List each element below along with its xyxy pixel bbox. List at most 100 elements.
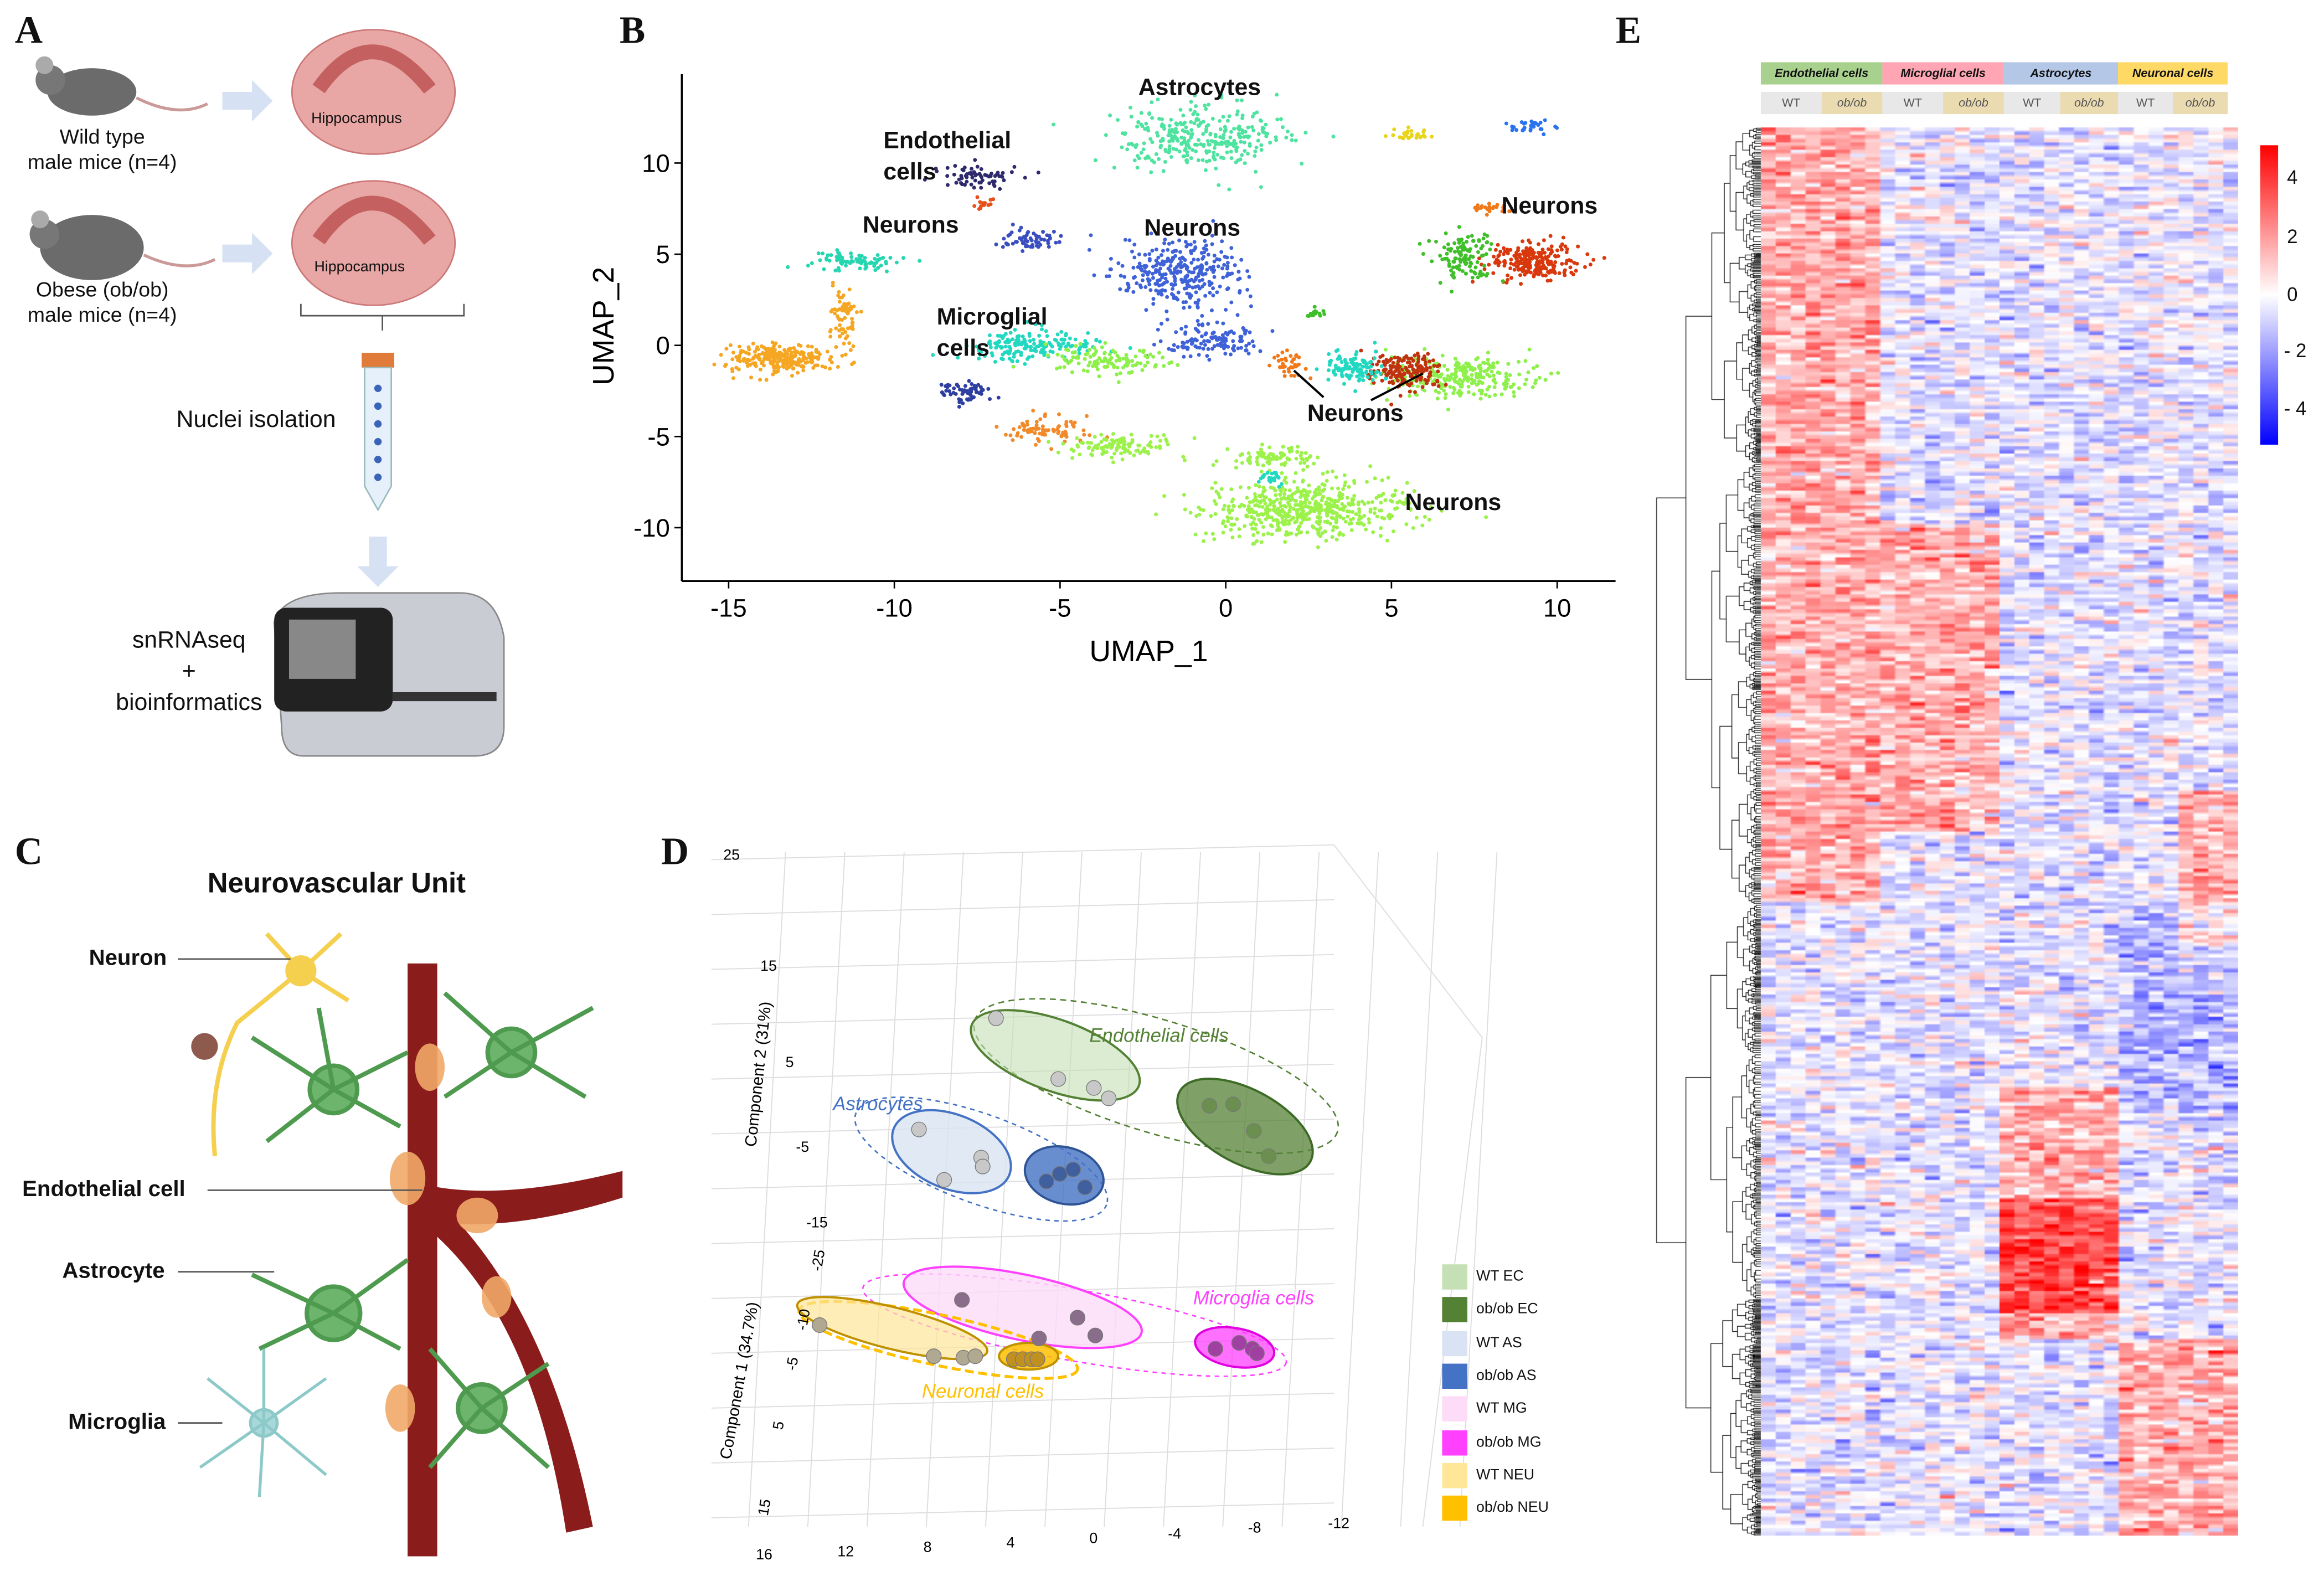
umap-point (1157, 157, 1161, 161)
umap-point (863, 256, 867, 260)
umap-point (1519, 260, 1523, 265)
umap-point (1334, 511, 1339, 516)
umap-point (818, 352, 822, 357)
umap-point (834, 326, 838, 331)
umap-point (1364, 527, 1368, 532)
umap-point (785, 367, 789, 371)
umap-point (1434, 389, 1438, 393)
umap-point (1375, 514, 1379, 519)
colorbar-tick: - 2 (2284, 339, 2307, 362)
umap-point (1549, 244, 1554, 249)
umap-point (1347, 509, 1352, 514)
annotation-neurons: Neurons (1144, 216, 1241, 242)
umap-cluster-12 (1211, 442, 1320, 475)
umap-point (1502, 246, 1506, 250)
umap-point (1107, 352, 1112, 357)
umap-point (1267, 445, 1272, 450)
umap-point (1124, 353, 1128, 357)
umap-point (1347, 522, 1352, 526)
umap-point (1101, 359, 1106, 364)
umap-point (1304, 504, 1308, 508)
umap-point (1408, 383, 1412, 388)
umap-point (1575, 261, 1579, 266)
umap-point (1205, 339, 1210, 343)
umap-point (1223, 352, 1228, 356)
umap-point (1055, 352, 1060, 357)
umap-point (1127, 238, 1132, 243)
panel-c-letter: C (14, 830, 43, 873)
umap-point (1220, 333, 1225, 337)
umap-point (1359, 348, 1363, 353)
umap-point (1193, 277, 1198, 282)
annotation-neurons: Neurons (1307, 401, 1404, 427)
umap-point (1382, 516, 1387, 521)
umap-point (961, 401, 965, 405)
umap-point (1518, 273, 1522, 277)
umap-point (1033, 431, 1037, 435)
umap-point (1250, 125, 1254, 129)
plus-label: + (182, 660, 196, 685)
umap-point (840, 331, 844, 336)
umap-point (791, 367, 795, 371)
umap-point (1179, 265, 1183, 270)
umap-point (1192, 121, 1197, 126)
umap-point (1185, 153, 1189, 157)
umap-point (1111, 348, 1115, 353)
arrow-down-icon (357, 536, 399, 587)
umap-point (1185, 339, 1189, 344)
umap-point (1154, 268, 1158, 272)
umap-point (744, 351, 748, 355)
umap-point (1303, 497, 1308, 502)
umap-point (1274, 493, 1278, 497)
umap-point (1112, 451, 1117, 456)
umap-point (839, 327, 843, 331)
umap-point (1243, 130, 1248, 134)
umap-point (1070, 456, 1075, 460)
umap-point (1167, 147, 1172, 152)
umap-point (838, 317, 842, 322)
umap-point (1253, 150, 1258, 154)
umap-point (1150, 140, 1155, 145)
umap-point (1220, 266, 1224, 271)
umap-point (1261, 533, 1266, 537)
umap-point (1230, 508, 1234, 513)
umap-point (1088, 433, 1092, 437)
umap-point (1227, 511, 1231, 515)
pca-sample-point (967, 1348, 983, 1364)
umap-point (1019, 236, 1024, 240)
umap-point (1183, 240, 1188, 244)
umap-point (1023, 362, 1027, 366)
umap-point (1023, 239, 1028, 243)
umap-point (979, 392, 983, 396)
umap-point (1133, 354, 1138, 359)
umap-point (1371, 530, 1375, 534)
umap-point (1197, 353, 1201, 357)
umap-point (772, 364, 776, 368)
umap-point (816, 251, 821, 255)
umap-point (1206, 253, 1210, 257)
umap-point (1532, 366, 1536, 370)
umap-point (723, 364, 727, 368)
umap-point (1271, 518, 1276, 523)
umap-point (1343, 480, 1348, 485)
umap-point (1059, 337, 1064, 342)
umap-point (1167, 144, 1172, 148)
x-tick: 5 (770, 1420, 787, 1431)
umap-point (1229, 156, 1234, 161)
umap-point (1251, 542, 1255, 546)
umap-point (1571, 272, 1575, 276)
umap-point (970, 171, 974, 176)
umap-point (1218, 135, 1223, 140)
umap-point (1011, 438, 1015, 442)
umap-point (1213, 481, 1218, 485)
umap-point (1303, 131, 1308, 135)
umap-point (788, 346, 792, 351)
umap-point (954, 392, 958, 396)
umap-point (1147, 112, 1151, 116)
umap-point (1196, 319, 1200, 323)
umap-point (1373, 506, 1377, 511)
umap-point (952, 386, 956, 390)
umap-point (1446, 408, 1450, 412)
umap-point (1246, 451, 1251, 456)
umap-point (1174, 330, 1178, 334)
